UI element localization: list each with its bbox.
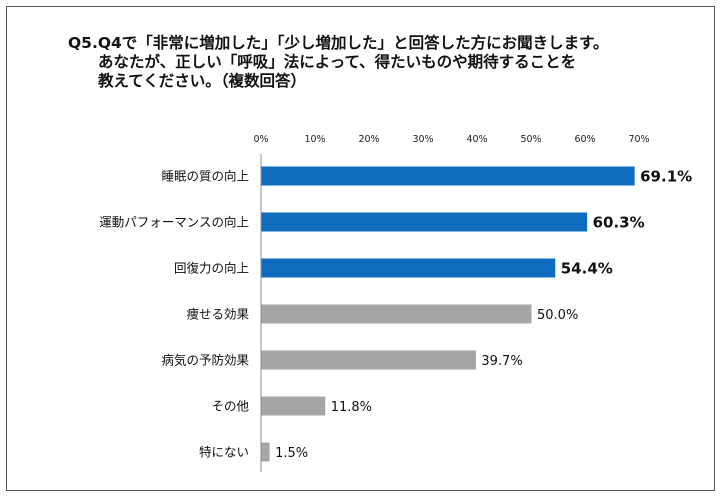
x-tick-label: 50% xyxy=(520,134,541,145)
data-label: 69.1% xyxy=(640,168,692,186)
bar xyxy=(261,258,556,278)
category-label: 回復力の向上 xyxy=(174,261,249,276)
title-line-1: Q5.Q4で「非常に増加した」「少し増加した」と回答した方にお聞きします。 xyxy=(68,34,609,52)
x-tick-label: 30% xyxy=(412,134,433,145)
data-label: 11.8% xyxy=(331,400,372,415)
title-line-2: あなたが、正しい「呼吸」法によって、得たいものや期待することを xyxy=(98,53,577,71)
chart-frame xyxy=(6,6,715,491)
category-label: 病気の予防効果 xyxy=(161,353,249,368)
x-tick-label: 10% xyxy=(304,134,325,145)
data-label: 39.7% xyxy=(481,354,522,369)
bar xyxy=(261,350,476,370)
category-label: 痩せる効果 xyxy=(186,307,249,322)
category-label: 睡眠の質の向上 xyxy=(161,169,249,184)
bar xyxy=(261,396,326,416)
data-label: 1.5% xyxy=(275,446,308,461)
data-label: 50.0% xyxy=(537,308,578,323)
chart-title: Q5.Q4で「非常に増加した」「少し増加した」と回答した方にお聞きします。 あな… xyxy=(68,34,708,91)
bar xyxy=(261,442,270,462)
x-tick-label: 40% xyxy=(466,134,487,145)
title-line-3: 教えてください。（複数回答） xyxy=(98,72,307,90)
category-label: 運動パフォーマンスの向上 xyxy=(99,215,249,230)
category-label: 特にない xyxy=(199,445,249,460)
x-tick-label: 70% xyxy=(628,134,649,145)
x-tick-label: 0% xyxy=(253,134,268,145)
data-label: 54.4% xyxy=(561,260,613,278)
x-tick-label: 60% xyxy=(574,134,595,145)
bar xyxy=(261,304,532,324)
data-label: 60.3% xyxy=(593,214,645,232)
x-tick-label: 20% xyxy=(358,134,379,145)
bar xyxy=(261,212,588,232)
bar xyxy=(261,166,635,186)
category-label: その他 xyxy=(211,399,249,414)
